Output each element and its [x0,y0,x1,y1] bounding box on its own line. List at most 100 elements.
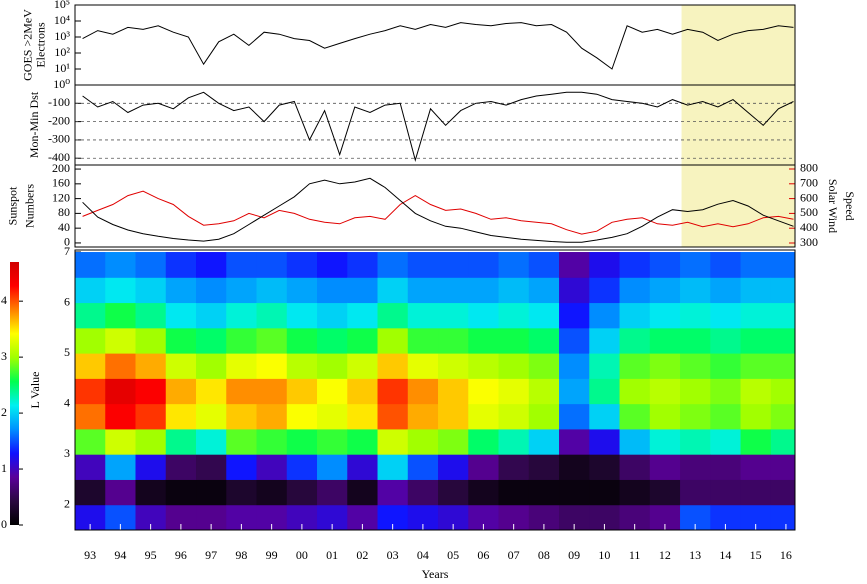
heatmap-cell [680,479,711,506]
heatmap-cell [75,378,106,405]
heatmap-cell [256,327,288,354]
heatmap-cell [559,403,590,430]
y-label: Electrons [33,22,47,68]
heatmap-cell [75,479,106,506]
heatmap-cell [317,428,348,455]
heatmap-cell [438,277,469,304]
heatmap-cell [317,479,348,506]
x-tick-label: 14 [719,548,731,562]
colorbar-tick-label: 2 [1,405,7,419]
heatmap-cell [770,378,796,405]
heatmap-cell [286,403,318,430]
heatmap-cell [770,403,796,430]
heatmap-cell [317,252,348,278]
heatmap-cell [770,454,796,480]
heatmap-cell [256,353,288,379]
heatmap-cell [680,252,711,278]
y-label: L Value [28,372,42,409]
heatmap-cell [165,403,197,430]
heatmap-cell [377,277,409,304]
heatmap-cell [105,479,137,506]
heatmap-cell [649,327,681,354]
heatmap-cell [528,403,560,430]
heatmap-cell [105,378,137,405]
heatmap-cell [135,353,167,379]
heatmap-cell [438,252,469,278]
heatmap-cell [75,353,106,379]
x-tick-label: 04 [417,548,429,562]
heatmap-cell [75,327,106,354]
heatmap-cell [528,353,560,379]
heatmap-cell [165,252,197,278]
heatmap-cell [226,403,258,430]
heatmap-cell [680,277,711,304]
heatmap-cell [680,378,711,405]
heatmap-cell [740,252,772,278]
heatmap-cell [710,454,742,480]
heatmap-cell [740,302,772,329]
heatmap-cell [680,327,711,354]
heatmap-cell [528,479,560,506]
heatmap-cell [680,353,711,379]
heatmap-cell [468,454,500,480]
heatmap-cell [468,479,500,506]
heatmap-cell [740,403,772,430]
heatmap-cell [75,252,106,278]
heatmap-cell [105,277,137,304]
heatmap-cell [619,353,651,379]
heatmap-cell [377,428,409,455]
heatmap-cell [649,428,681,455]
heatmap-cell [589,252,621,278]
x-tick-label: 02 [356,548,368,562]
y-tick-label: -300 [48,132,70,146]
heatmap-cell [559,353,590,379]
heatmap-cell [317,302,348,329]
heatmap-cell [347,353,379,379]
heatmap-cell [196,327,227,354]
heatmap-cell [559,454,590,480]
colorbar-tick-label: 1 [1,461,7,475]
heatmap-cell [196,353,227,379]
x-tick-label: 11 [629,548,641,562]
heatmap-cell [407,252,439,278]
heatmap-cell [165,353,197,379]
heatmap-cell [710,277,742,304]
heatmap-cell [589,353,621,379]
heatmap-cell [619,277,651,304]
heatmap-cell [619,428,651,455]
heatmap-cell [105,428,137,455]
heatmap-cell [226,302,258,329]
heatmap-cell [226,252,258,278]
heatmap-cell [377,327,409,354]
y-tick-label: -100 [48,95,70,109]
x-tick-label: 07 [508,548,520,562]
panel-frame [74,164,796,248]
heatmap-cell [347,378,379,405]
heatmap-cell [710,252,742,278]
heatmap-cell [438,327,469,354]
heatmap-cell [347,454,379,480]
heatmap-cell [710,428,742,455]
heatmap-cell [589,454,621,480]
heatmap-cell [75,277,106,304]
series-line [82,190,794,235]
heatmap-cell [256,277,288,304]
heatmap-cell [619,378,651,405]
heatmap-cell [740,353,772,379]
heatmap-cell [165,327,197,354]
heatmap-cell [196,403,227,430]
heatmap-cell [165,302,197,329]
y-tick-label: 10¹ [54,61,70,75]
heatmap-cell [619,479,651,506]
heatmap-cell [649,302,681,329]
heatmap-cell [226,353,258,379]
heatmap-cell [347,479,379,506]
x-tick-label: 01 [326,548,338,562]
heatmap-cell [559,302,590,329]
heatmap-cell [226,454,258,480]
colorbar [10,262,19,525]
heatmap-cell [105,252,137,278]
y2-tick-label: 800 [800,161,818,175]
heatmap-cell [559,479,590,506]
